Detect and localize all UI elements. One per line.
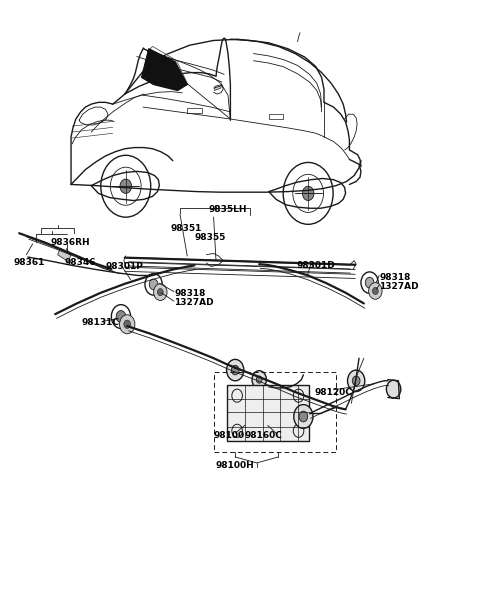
- Circle shape: [120, 179, 132, 193]
- Circle shape: [372, 287, 378, 295]
- Text: 98318: 98318: [174, 289, 205, 298]
- Circle shape: [299, 411, 308, 422]
- Text: 98355: 98355: [194, 233, 226, 243]
- Circle shape: [149, 279, 158, 290]
- Polygon shape: [215, 84, 222, 90]
- Text: 98318: 98318: [379, 273, 410, 282]
- Text: 9836RH: 9836RH: [50, 237, 90, 247]
- Circle shape: [386, 380, 401, 398]
- Circle shape: [120, 315, 135, 334]
- Text: 1327AD: 1327AD: [174, 298, 214, 308]
- Circle shape: [116, 311, 126, 322]
- Text: 98351: 98351: [170, 224, 202, 233]
- Circle shape: [231, 365, 239, 375]
- Circle shape: [302, 186, 314, 201]
- Text: 98346: 98346: [65, 258, 96, 268]
- Circle shape: [227, 359, 244, 381]
- Text: 98100: 98100: [214, 431, 245, 440]
- Circle shape: [369, 283, 382, 299]
- Polygon shape: [142, 49, 187, 90]
- Text: 98361: 98361: [13, 258, 45, 268]
- Circle shape: [157, 289, 163, 296]
- Text: 98120C: 98120C: [315, 388, 353, 397]
- FancyBboxPatch shape: [227, 385, 309, 441]
- Circle shape: [256, 376, 262, 383]
- Bar: [58, 248, 71, 262]
- Bar: [269, 114, 283, 119]
- Text: 98131C: 98131C: [82, 318, 120, 327]
- Text: 98301P: 98301P: [106, 262, 144, 271]
- Circle shape: [294, 405, 313, 428]
- Circle shape: [352, 376, 360, 386]
- Text: 98160C: 98160C: [245, 431, 283, 440]
- Circle shape: [348, 370, 365, 392]
- Circle shape: [365, 277, 374, 288]
- Circle shape: [124, 320, 131, 328]
- Bar: [187, 108, 202, 113]
- Text: 98301D: 98301D: [297, 261, 336, 270]
- Text: 98100H: 98100H: [216, 461, 254, 470]
- Text: 1327AD: 1327AD: [379, 282, 419, 292]
- Circle shape: [252, 371, 266, 389]
- Circle shape: [154, 284, 167, 300]
- Text: 9835LH: 9835LH: [209, 205, 247, 214]
